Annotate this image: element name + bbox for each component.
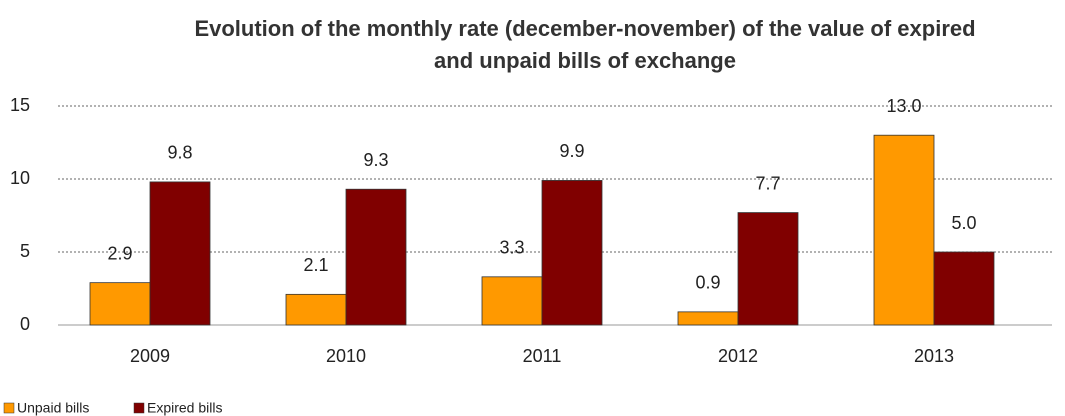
x-tick-label: 2013 [914, 346, 954, 366]
bar [541, 180, 603, 326]
data-label: 13.0 [886, 96, 921, 116]
bar [737, 212, 799, 326]
bar [873, 134, 935, 326]
data-label: 2.1 [303, 255, 328, 275]
legend-swatch [133, 402, 145, 414]
bar [933, 251, 995, 326]
x-tick-label: 2012 [718, 346, 758, 366]
bar [481, 276, 543, 326]
data-label: 9.9 [559, 141, 584, 161]
x-tick-label: 2009 [130, 346, 170, 366]
bar [89, 282, 151, 326]
y-tick-label: 5 [20, 241, 30, 261]
data-label: 9.3 [363, 150, 388, 170]
x-tick-label: 2010 [326, 346, 366, 366]
data-label: 3.3 [499, 238, 524, 258]
legend-label: Expired bills [147, 400, 222, 416]
data-label: 5.0 [951, 213, 976, 233]
bar [677, 311, 739, 326]
legend-swatch [3, 402, 15, 414]
bar [149, 181, 211, 326]
x-tick-label: 2011 [523, 346, 562, 366]
data-label: 0.9 [695, 273, 720, 293]
legend-label: Unpaid bills [17, 400, 89, 416]
y-tick-label: 10 [10, 168, 30, 188]
y-tick-label: 0 [20, 314, 30, 334]
bar [285, 293, 347, 326]
bar [345, 188, 407, 326]
data-label: 2.9 [107, 243, 132, 263]
data-label: 7.7 [755, 173, 780, 193]
y-tick-label: 15 [10, 95, 30, 115]
chart-title: and unpaid bills of exchange [434, 48, 736, 73]
chart-title: Evolution of the monthly rate (december-… [194, 16, 975, 41]
data-label: 9.8 [167, 143, 192, 163]
